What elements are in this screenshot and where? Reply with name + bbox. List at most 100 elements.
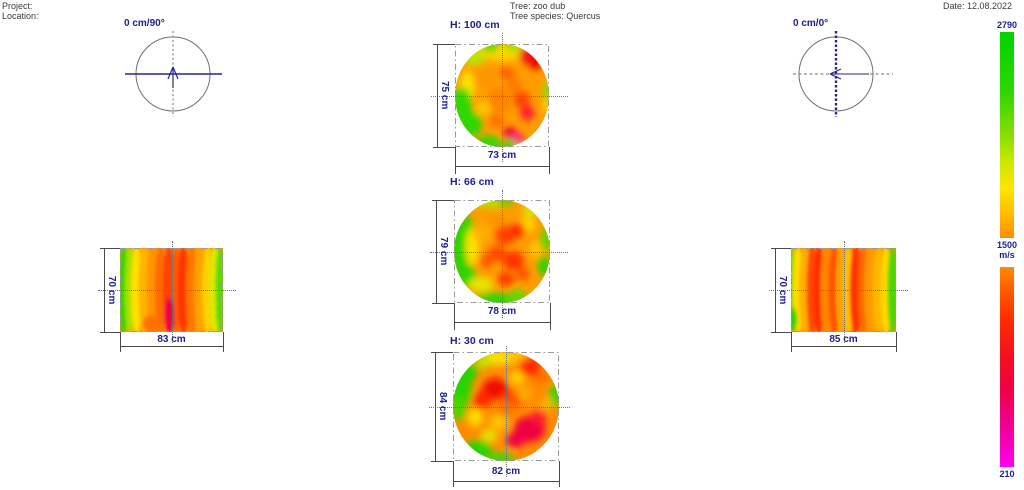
scale-max-label: 2790: [996, 20, 1018, 30]
tomogram-h66-vertical-dimension-cap-bottom: [432, 303, 454, 304]
heat-blob: [529, 241, 542, 258]
heat-blob: [519, 358, 541, 376]
heat-blob: [495, 225, 517, 245]
sideview-left-height-dimension-label: 70 cm: [106, 275, 117, 305]
sideview-right-crosshair-vertical: [844, 241, 845, 343]
heat-blob: [512, 133, 524, 144]
heat-blob: [484, 452, 515, 461]
sideview-right-height-dimension-label: 70 cm: [777, 275, 788, 305]
sideview-left-horizontal-dimension-cap-right: [223, 332, 224, 352]
tomogram-h30-horizontal-dimension-line: [453, 481, 559, 482]
heat-blob: [531, 409, 547, 426]
tomogram-h30-crosshair-horizontal: [429, 407, 570, 408]
sideview-right-horizontal-dimension-cap-right: [896, 332, 897, 352]
sideview-left-horizontal-dimension-cap-left: [120, 332, 121, 352]
scale-unit-label: m/s: [999, 250, 1015, 260]
tomogram-h66-horizontal-dimension-line: [454, 322, 550, 323]
tomogram-h66-height-dimension-label: 79 cm: [438, 237, 449, 266]
heat-blob: [549, 383, 559, 408]
scale-min-label: 210: [999, 469, 1015, 479]
heat-blob: [475, 100, 491, 116]
heat-blob: [472, 391, 492, 409]
sideview-right-horizontal-dimension-line: [791, 346, 896, 347]
heat-blob: [511, 222, 526, 238]
sideview-left-crosshair-horizontal: [98, 290, 236, 291]
sideview-right-vertical-dimension-line: [775, 248, 776, 332]
heat-blob: [501, 139, 518, 147]
sideview-left-vertical-dimension-line: [104, 248, 105, 332]
heat-blob: [516, 267, 530, 281]
heat-blob: [502, 251, 525, 271]
tomogram-h100-crosshair-vertical: [502, 33, 503, 162]
heat-blob: [488, 245, 506, 262]
project-label: Project:: [2, 1, 33, 11]
north-arrow-up-icon: [167, 66, 179, 88]
tree-species-label: Tree species: Quercus: [510, 11, 601, 21]
tomogram-h66-vertical-dimension-line: [436, 200, 437, 303]
heat-blob: [453, 396, 466, 421]
heat-blob: [488, 115, 504, 128]
date-label: Date: 12.08.2022: [943, 1, 1013, 11]
velocity-scale-upper-bar: [1000, 32, 1014, 238]
tomogram-h30-vertical-dimension-cap-bottom: [431, 461, 453, 462]
heat-blob: [506, 432, 526, 448]
compass-right-diagram: [793, 31, 893, 117]
heat-blob: [513, 91, 531, 108]
tree-name-label: Tree: zoo dub: [510, 1, 566, 11]
heat-blob: [497, 272, 515, 287]
tomogram-h100-width-dimension-label: 73 cm: [487, 150, 517, 161]
sideview-right-width-dimension-label: 85 cm: [829, 334, 858, 345]
compass-right-label: 0 cm/0°: [793, 18, 829, 29]
tomogram-h100-horizontal-dimension-cap-left: [455, 147, 456, 174]
tomogram-h30-vertical-dimension-cap-top: [431, 352, 453, 353]
tomogram-h100-height-label: H: 100 cm: [450, 19, 500, 31]
sideview-right-crosshair-horizontal: [769, 290, 908, 291]
heat-blob: [142, 315, 160, 332]
heat-blob: [516, 386, 532, 400]
tomogram-h30-horizontal-dimension-cap-right: [559, 461, 560, 487]
sideview-left-crosshair-vertical: [172, 241, 173, 343]
north-arrow-left-icon: [829, 68, 869, 80]
tomogram-h100-horizontal-dimension-cap-right: [549, 147, 550, 174]
tomogram-h30-vertical-dimension-line: [435, 352, 436, 461]
heat-blob: [473, 292, 516, 303]
heat-blob: [475, 68, 497, 88]
heat-blob: [472, 225, 490, 241]
tomogram-h66-width-dimension-label: 78 cm: [487, 306, 517, 317]
sideview-right-horizontal-dimension-cap-left: [791, 332, 792, 352]
heat-blob: [489, 414, 509, 430]
heat-blob: [497, 401, 515, 417]
tomogram-h66-horizontal-dimension-cap-left: [454, 303, 455, 330]
heat-blob: [467, 408, 483, 427]
tomogram-h66-vertical-dimension-cap-top: [432, 200, 454, 201]
heat-blob: [791, 307, 798, 332]
tomogram-h100-height-dimension-label: 75 cm: [439, 81, 450, 110]
heat-blob: [519, 105, 535, 121]
heat-blob: [489, 214, 505, 227]
tomogram-h30-height-dimension-label: 84 cm: [437, 392, 448, 421]
tomogram-h30-width-dimension-label: 82 cm: [491, 466, 521, 477]
heat-blob: [468, 277, 494, 292]
sideview-left-width-dimension-label: 83 cm: [157, 334, 186, 345]
tomogram-h100-crosshair-horizontal: [431, 96, 568, 97]
sideview-right-vertical-dimension-cap-bottom: [771, 332, 791, 333]
heat-blob: [506, 77, 522, 93]
scale-mid-label: 1500: [996, 240, 1018, 250]
heat-blob: [486, 88, 512, 114]
velocity-scale-lower-bar: [1000, 267, 1014, 467]
tomogram-h66-crosshair-horizontal: [430, 252, 568, 253]
tomogram-h100-vertical-dimension-line: [437, 44, 438, 147]
tomogram-h100-vertical-dimension-cap-bottom: [433, 147, 455, 148]
tomogram-h30-height-label: H: 30 cm: [450, 335, 494, 347]
tomogram-h66-crosshair-vertical: [502, 190, 503, 318]
sideview-right-vertical-dimension-cap-top: [771, 248, 791, 249]
tomogram-h66-height-label: H: 66 cm: [450, 176, 494, 188]
sideview-left-horizontal-dimension-line: [120, 346, 223, 347]
heat-blob: [534, 371, 550, 385]
sideview-left-vertical-dimension-cap-top: [100, 248, 120, 249]
sideview-left-vertical-dimension-cap-bottom: [100, 332, 120, 333]
tomogram-h30-horizontal-dimension-cap-left: [453, 461, 454, 487]
heat-blob: [479, 253, 494, 268]
tomogram-h66-horizontal-dimension-cap-right: [550, 303, 551, 330]
